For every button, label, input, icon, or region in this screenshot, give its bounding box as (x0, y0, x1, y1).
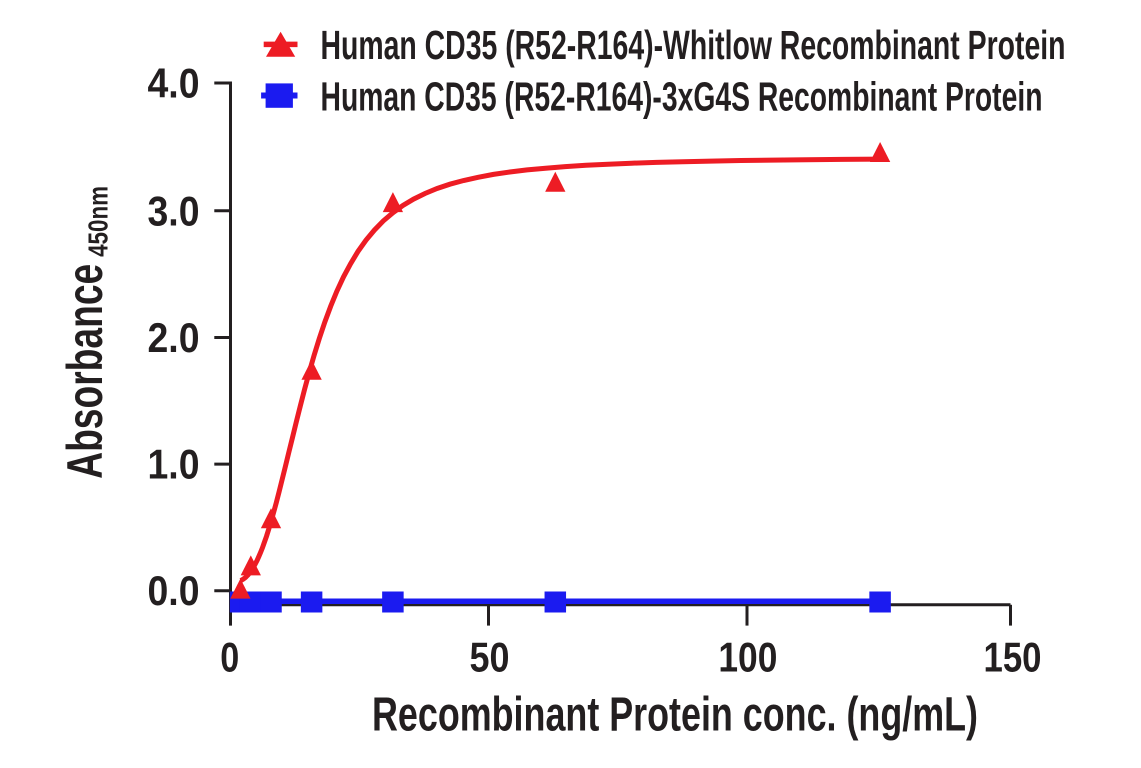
svg-text:2.0: 2.0 (148, 314, 200, 361)
svg-text:0: 0 (220, 634, 239, 681)
svg-text:Human CD35 (R52-R164)-Whitlow: Human CD35 (R52-R164)-Whitlow Recombinan… (321, 22, 1066, 68)
svg-text:450nm: 450nm (83, 186, 114, 257)
svg-text:3.0: 3.0 (148, 187, 200, 234)
svg-text:4.0: 4.0 (148, 60, 200, 107)
svg-text:Recombinant Protein conc. (ng/: Recombinant Protein conc. (ng/mL) (372, 688, 978, 742)
svg-text:100: 100 (718, 634, 777, 681)
svg-text:0.0: 0.0 (148, 567, 200, 614)
svg-text:150: 150 (984, 634, 1042, 681)
svg-text:1.0: 1.0 (148, 441, 200, 488)
svg-text:Human CD35 (R52-R164)-3xG4S Re: Human CD35 (R52-R164)-3xG4S Recombinant … (321, 74, 1043, 120)
svg-text:Absorbance: Absorbance (57, 264, 113, 479)
svg-text:50: 50 (470, 634, 510, 681)
